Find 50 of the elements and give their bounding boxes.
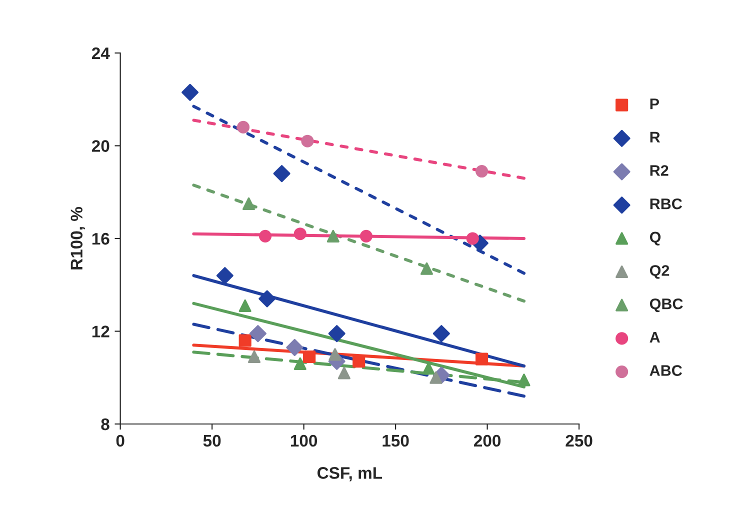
x-axis-title: CSF, mL [317,467,382,482]
legend-label: Q2 [650,265,670,279]
point [216,267,234,284]
point [420,262,434,275]
x-tick-label: 250 [566,434,592,447]
legend-label: R [650,132,660,142]
y-tick-label: 12 [92,326,110,338]
point [182,84,199,101]
point [258,230,272,242]
point [476,352,488,366]
point [328,348,342,361]
point [338,366,350,380]
point [476,164,488,178]
legend-label: R2 [650,165,668,176]
legend-label: ABC [650,365,682,376]
legend-label: RBC [650,198,682,210]
point [242,197,256,210]
point [249,325,266,342]
point [303,350,316,364]
point [294,228,306,240]
point [248,350,261,364]
point [236,120,250,134]
point [518,374,530,386]
legend-label: Q [650,232,661,246]
point [286,338,304,356]
y-tick-label: 20 [92,140,110,152]
point [328,325,346,342]
x-tick-label: 0 [116,434,124,447]
point [466,232,479,245]
x-tick-label: 50 [203,434,221,447]
x-tick-label: 200 [474,434,501,447]
y-axis-title: R100, % [70,206,85,270]
legend-label: A [650,332,660,342]
legend-label: P [650,98,659,110]
point [432,325,450,342]
point [238,334,252,347]
point [352,355,366,368]
point [360,230,372,242]
point [294,357,306,370]
point [258,290,276,308]
x-tick-label: 100 [290,434,318,447]
y-tick-label: 24 [92,47,110,60]
y-tick-label: 8 [101,418,110,430]
point [273,165,290,182]
point [238,299,252,312]
legend-label: QBC [650,298,683,312]
point [301,134,314,148]
point [326,230,340,242]
x-tick-label: 150 [382,434,409,447]
y-tick-label: 16 [92,232,110,245]
